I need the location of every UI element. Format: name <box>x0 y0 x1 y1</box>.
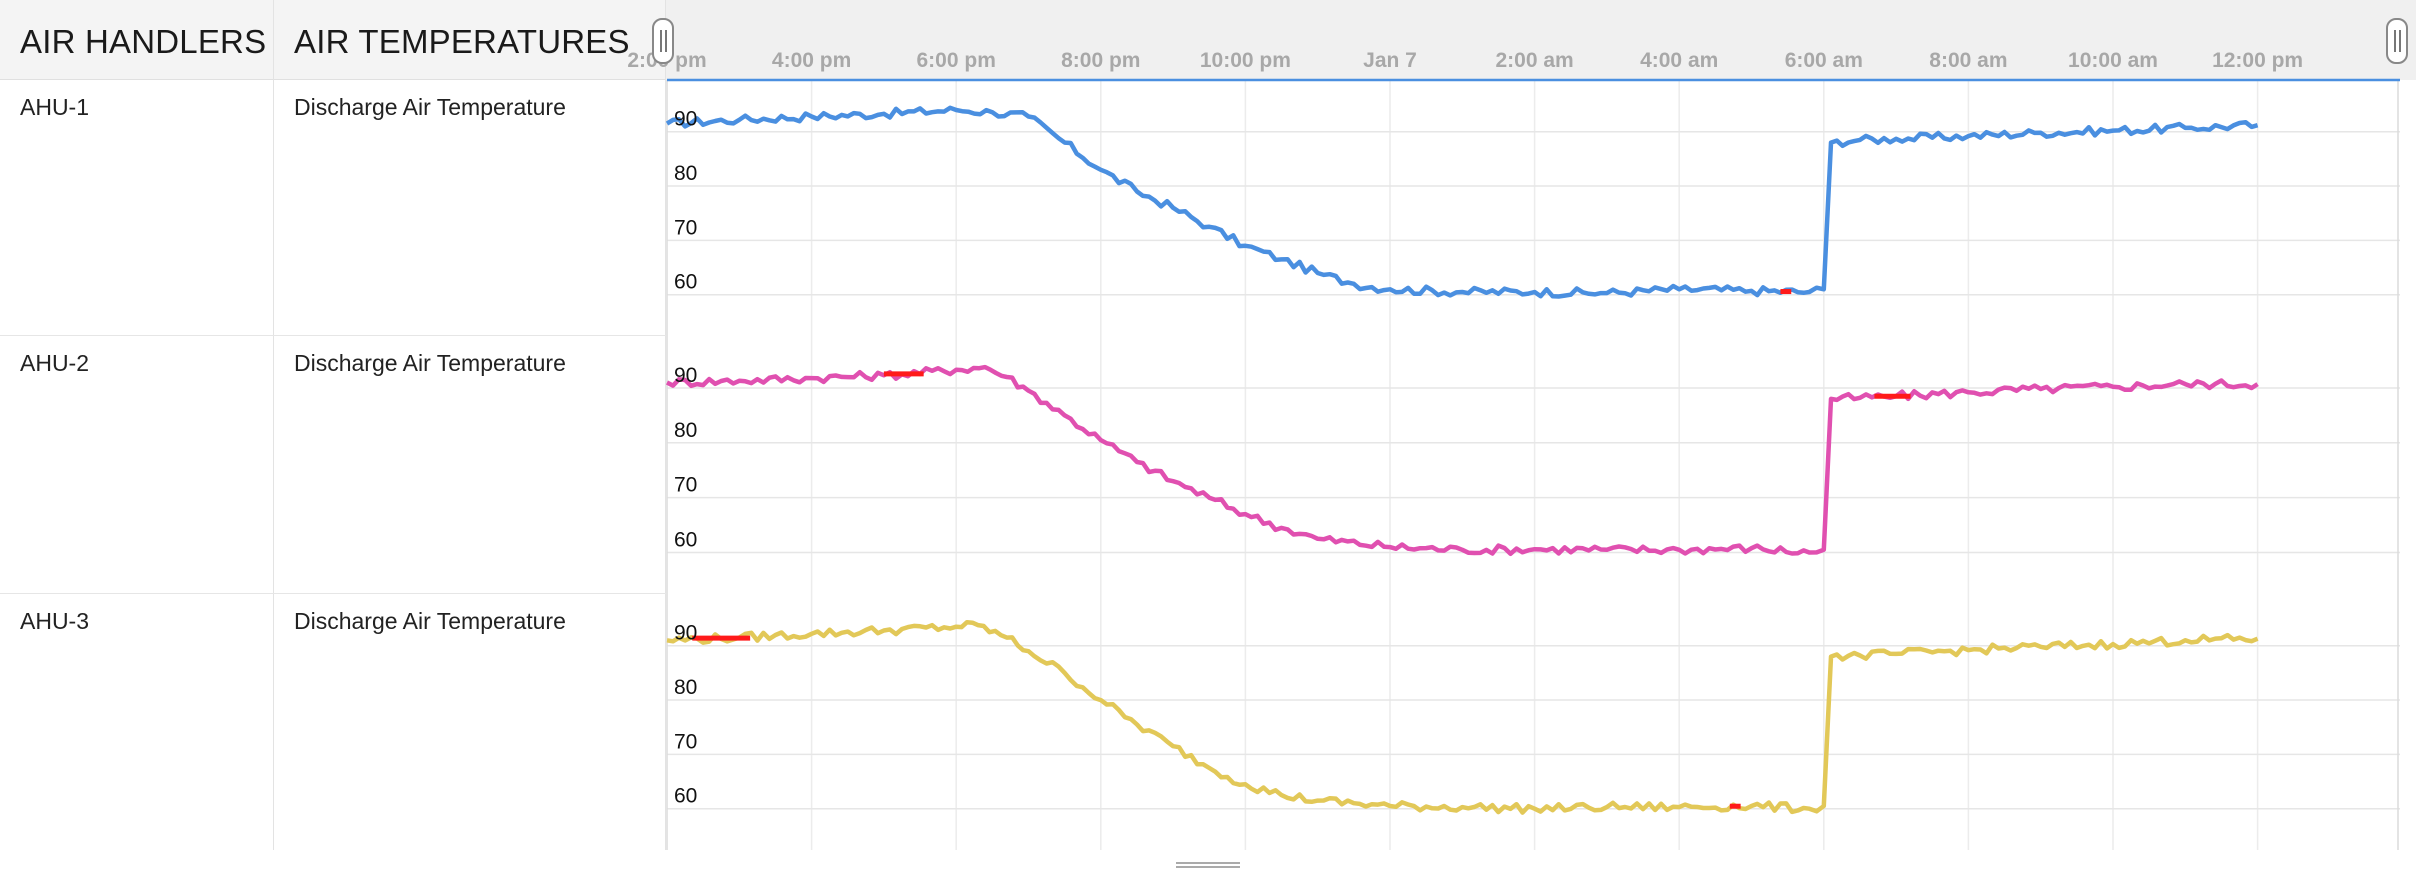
x-tick-label: 12:00 pm <box>2212 49 2303 72</box>
x-tick-label: 6:00 am <box>1785 49 1863 72</box>
series-line-ahu-2[interactable] <box>665 364 2259 557</box>
y-tick-label: 60 <box>674 529 697 552</box>
air-temperatures-header: AIR TEMPERATURES <box>274 0 666 80</box>
y-tick-label: 60 <box>674 271 697 294</box>
range-start-handle[interactable] <box>652 18 674 64</box>
point-name[interactable]: Discharge Air Temperature <box>274 594 666 850</box>
point-name[interactable]: Discharge Air Temperature <box>274 80 666 335</box>
series-line-ahu-1[interactable] <box>665 105 2259 299</box>
x-tick-label: 6:00 pm <box>917 49 996 72</box>
x-tick-label: 4:00 pm <box>772 49 851 72</box>
y-tick-label: 80 <box>674 419 697 442</box>
x-tick-label: 10:00 am <box>2068 49 2158 72</box>
x-tick-label: 8:00 pm <box>1061 49 1140 72</box>
range-end-handle[interactable] <box>2386 18 2408 64</box>
resize-grip-icon[interactable] <box>1176 862 1240 868</box>
x-tick-label: 10:00 pm <box>1200 49 1291 72</box>
row-ahu-2: AHU-2 Discharge Air Temperature <box>0 336 666 594</box>
air-handlers-header: AIR HANDLERS <box>0 0 274 80</box>
point-name[interactable]: Discharge Air Temperature <box>274 336 666 593</box>
y-tick-label: 90 <box>674 622 697 645</box>
x-tick-label: 4:00 am <box>1640 49 1718 72</box>
handler-name: AHU-2 <box>0 336 274 593</box>
y-tick-label: 60 <box>674 785 697 808</box>
series-line-ahu-3[interactable] <box>666 619 2259 815</box>
x-tick-label: 8:00 am <box>1929 49 2007 72</box>
handler-name: AHU-1 <box>0 80 274 335</box>
timeline-header <box>666 0 2416 80</box>
y-tick-label: 70 <box>674 474 697 497</box>
y-tick-label: 70 <box>674 730 697 753</box>
x-tick-label: 2:00 am <box>1495 49 1573 72</box>
row-ahu-1: AHU-1 Discharge Air Temperature <box>0 80 666 336</box>
y-tick-label: 80 <box>674 162 697 185</box>
row-ahu-3: AHU-3 Discharge Air Temperature <box>0 594 666 850</box>
y-tick-label: 90 <box>674 108 697 131</box>
y-tick-label: 70 <box>674 216 697 239</box>
y-tick-label: 80 <box>674 676 697 699</box>
x-tick-label: Jan 7 <box>1363 49 1417 72</box>
y-tick-label: 90 <box>674 364 697 387</box>
handler-name: AHU-3 <box>0 594 274 850</box>
